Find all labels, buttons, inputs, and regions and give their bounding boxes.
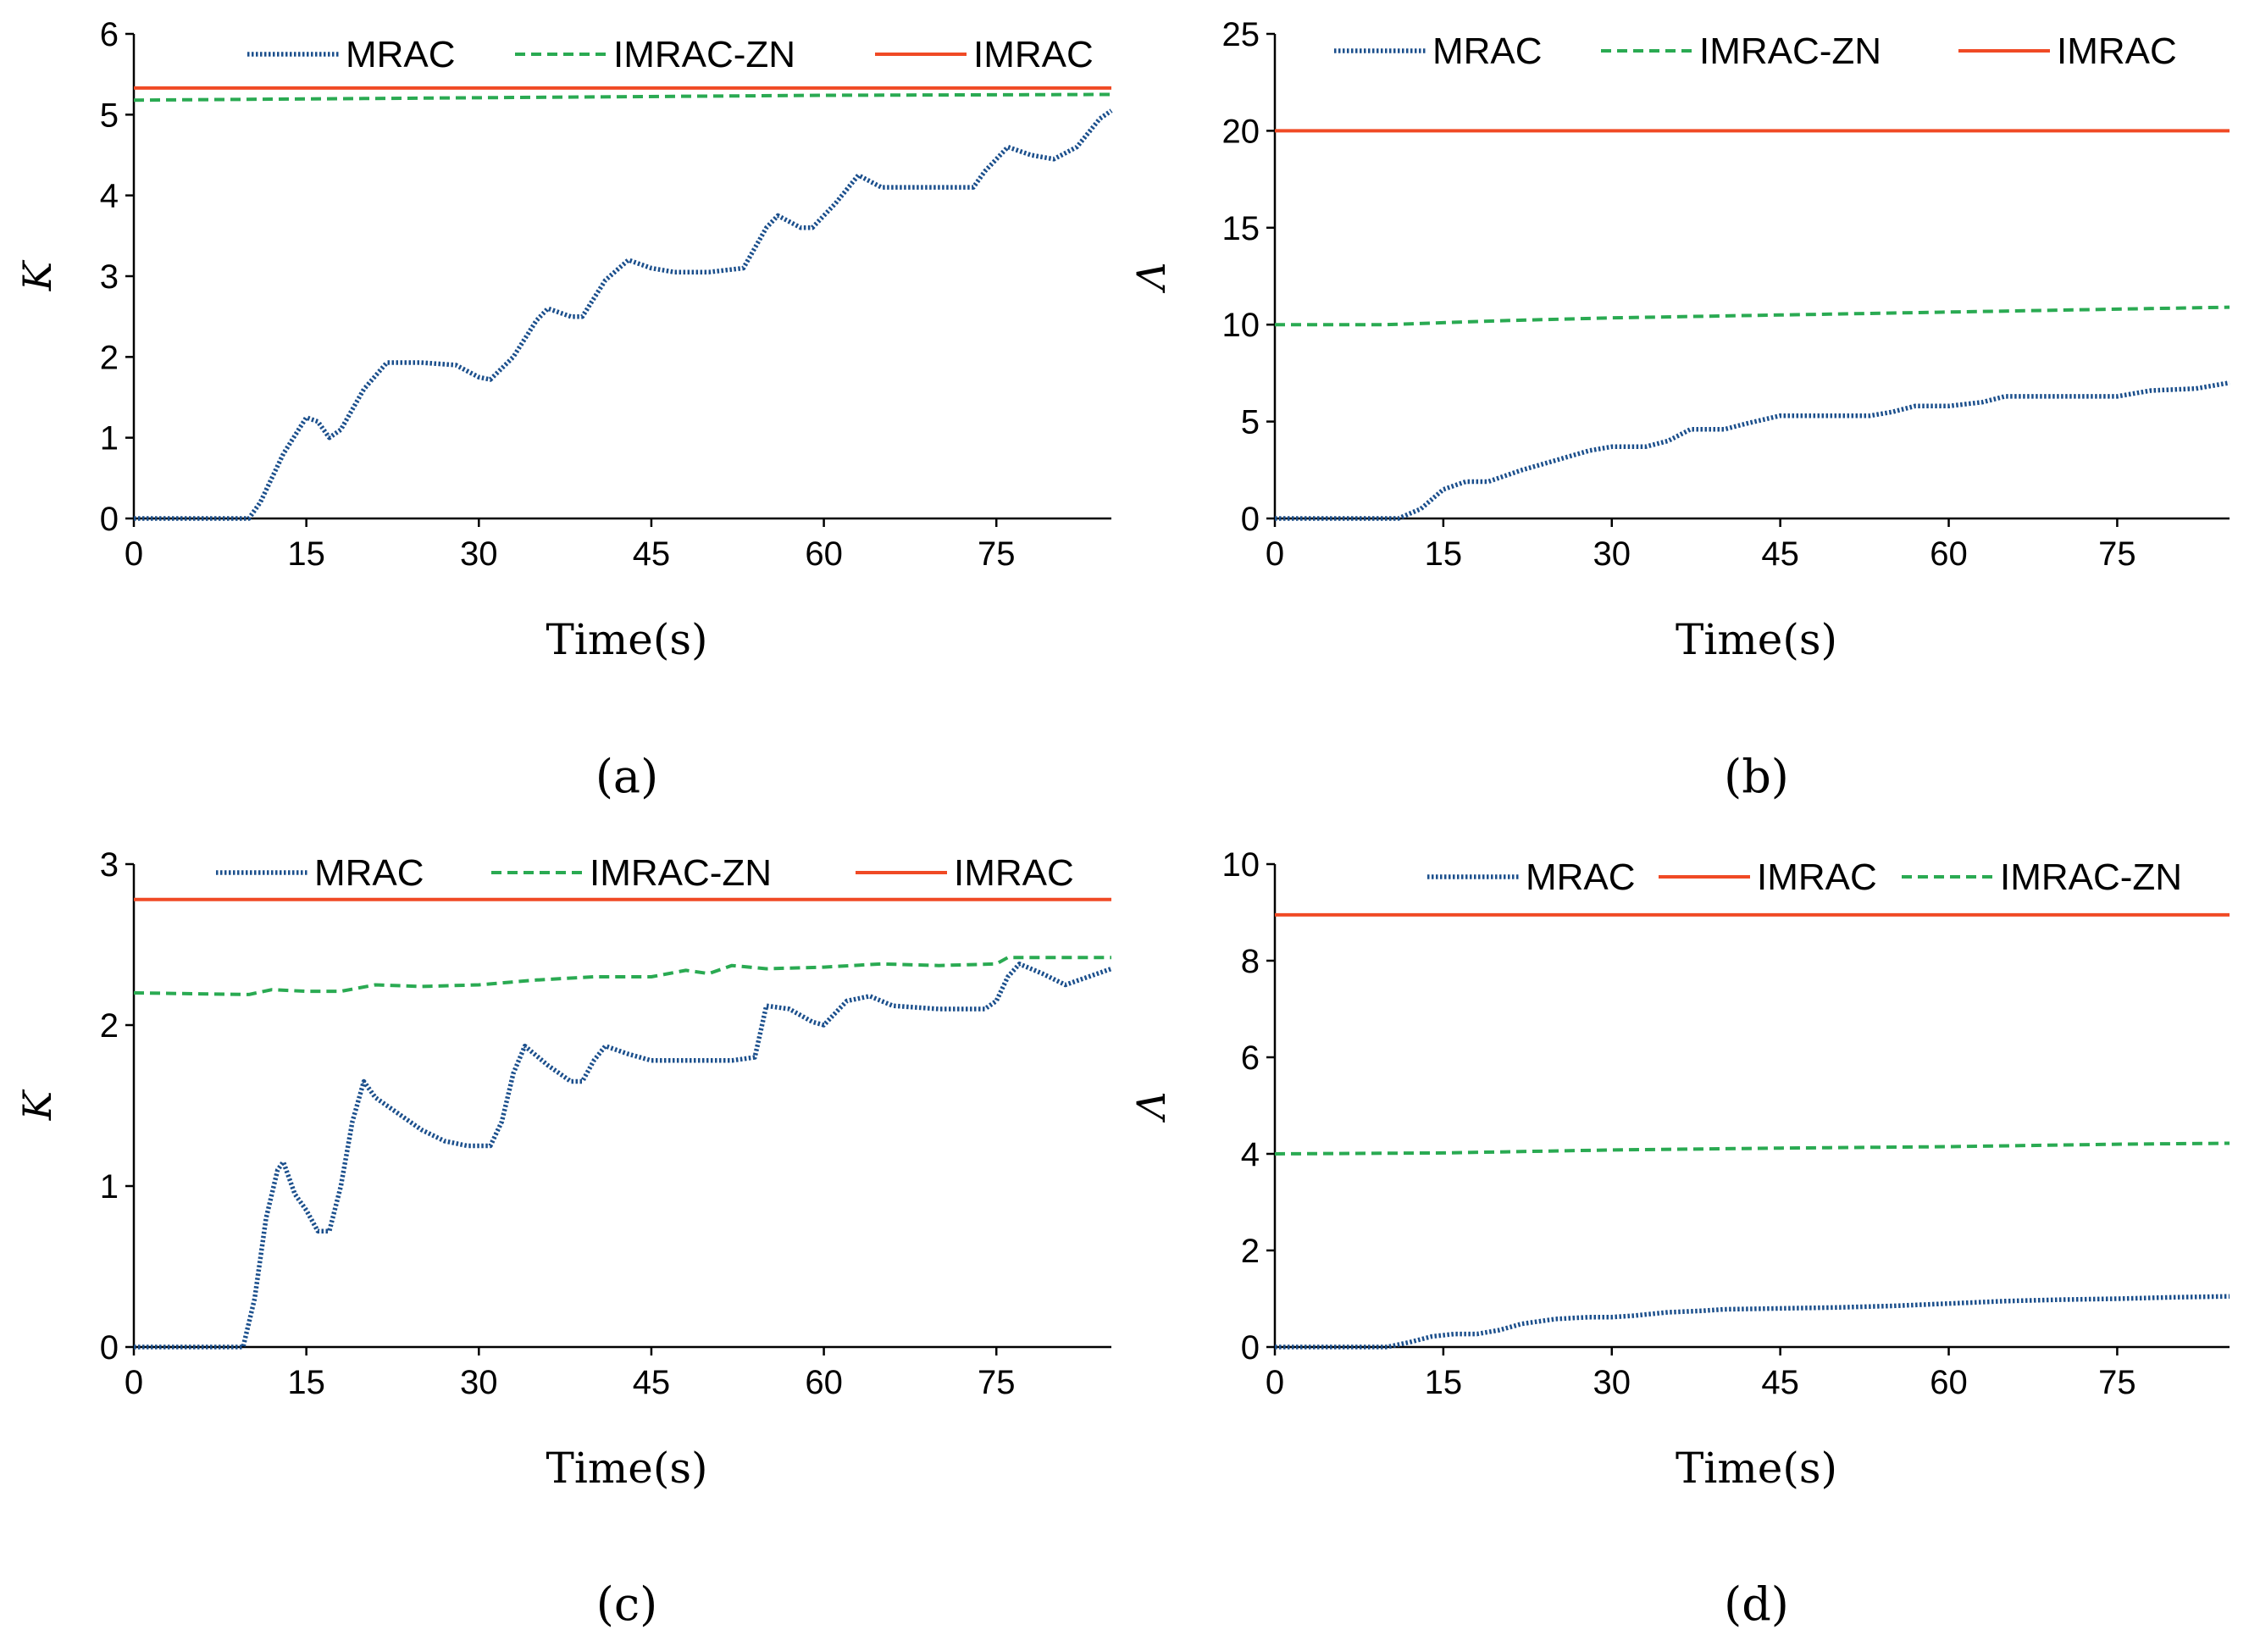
x-tick-label: 0	[1266, 535, 1284, 573]
x-tick-label: 30	[1593, 1364, 1631, 1401]
legend: MRAC IMRAC-ZN IMRAC	[247, 34, 1094, 75]
x-tick-label: 75	[978, 535, 1016, 573]
y-tick-label: 0	[1241, 1329, 1260, 1367]
y-tick-label: 0	[1241, 501, 1260, 538]
legend-label: MRAC	[314, 852, 424, 894]
y-tick-label: 3	[100, 258, 119, 296]
y-axis-label: K	[14, 259, 60, 291]
series-line-imrac-zn	[1275, 305, 2230, 327]
y-tick-label: 10	[1222, 307, 1260, 344]
y-tick-label: 2	[100, 1007, 119, 1045]
y-tick-label: 4	[100, 178, 119, 215]
x-tick-label: 60	[805, 1364, 843, 1401]
legend-label: IMRAC-ZN	[590, 852, 772, 894]
y-tick-label: 3	[100, 846, 119, 884]
legend: MRAC IMRAC-ZN IMRAC	[1334, 30, 2177, 72]
x-axis-label: Time(s)	[546, 1444, 707, 1493]
y-tick-label: 2	[1241, 1233, 1260, 1270]
x-tick-label: 15	[1425, 1364, 1463, 1401]
x-axis-label: Time(s)	[1676, 615, 1837, 664]
legend: MRAC IMRAC-ZN IMRAC	[216, 852, 1074, 894]
legend-label: IMRAC	[1757, 856, 1877, 898]
panel-label: (a)	[595, 750, 658, 803]
legend-label: MRAC	[346, 34, 456, 75]
legend-label: IMRAC-ZN	[1699, 30, 1881, 72]
y-tick-label: 0	[100, 501, 119, 538]
x-tick-label: 60	[1930, 1364, 1968, 1401]
y-tick-label: 20	[1222, 113, 1260, 150]
x-tick-label: 75	[2098, 1364, 2136, 1401]
x-tick-label: 15	[1425, 535, 1463, 573]
y-tick-label: 1	[100, 1168, 119, 1206]
x-axis-label: Time(s)	[1676, 1444, 1837, 1493]
series-line-mrac	[1275, 1294, 2230, 1350]
legend-label: MRAC	[1432, 30, 1543, 72]
y-tick-label: 4	[1241, 1136, 1260, 1173]
x-tick-label: 0	[125, 1364, 143, 1401]
x-tick-label: 15	[287, 535, 325, 573]
panel-label: (d)	[1724, 1577, 1789, 1631]
x-tick-label: 45	[633, 535, 671, 573]
x-tick-label: 30	[460, 535, 498, 573]
y-tick-label: 6	[100, 16, 119, 53]
legend-label: IMRAC	[2057, 30, 2177, 72]
y-tick-label: 1	[100, 420, 119, 457]
x-tick-label: 75	[978, 1364, 1016, 1401]
x-tick-label: 0	[1266, 1364, 1284, 1401]
x-tick-label: 75	[2098, 535, 2136, 573]
y-axis-label: Λ	[1128, 262, 1174, 293]
x-tick-label: 60	[805, 535, 843, 573]
chart-panel-3: 0 15 30 45 60 75 0 1 2 3 Time(s) K MRAC IMRAC-ZN IMRAC…	[14, 846, 1112, 1631]
legend-label: IMRAC-ZN	[613, 34, 795, 75]
x-tick-label: 15	[287, 1364, 325, 1401]
x-tick-label: 45	[633, 1364, 671, 1401]
legend-label: IMRAC-ZN	[2000, 856, 2182, 898]
panel-label: (b)	[1724, 750, 1789, 803]
series-line-mrac	[134, 108, 1113, 521]
y-tick-label: 15	[1222, 210, 1260, 247]
x-tick-label: 30	[460, 1364, 498, 1401]
y-tick-label: 6	[1241, 1039, 1260, 1077]
series-line-mrac	[134, 962, 1112, 1350]
legend-label: IMRAC	[973, 34, 1094, 75]
y-tick-label: 5	[100, 97, 119, 134]
x-axis-label: Time(s)	[546, 615, 707, 664]
y-axis-label: Λ	[1128, 1091, 1174, 1123]
x-tick-label: 45	[1761, 535, 1799, 573]
legend-label: IMRAC	[954, 852, 1074, 894]
y-tick-label: 10	[1222, 846, 1260, 884]
y-tick-label: 2	[100, 339, 119, 376]
series-line-imrac-zn	[133, 92, 1112, 103]
chart-panel-4: 0 15 30 45 60 75 0 2 4 6 8 10 Time(s) Λ MRAC IMRAC IMRAC…	[1128, 846, 2230, 1631]
y-tick-label: 5	[1241, 404, 1260, 441]
x-tick-label: 60	[1930, 535, 1968, 573]
x-tick-label: 30	[1593, 535, 1631, 573]
panel-label: (c)	[596, 1577, 657, 1631]
series-line-imrac-zn	[133, 956, 1111, 996]
legend: MRAC IMRAC IMRAC-ZN	[1427, 856, 2182, 898]
y-tick-label: 25	[1222, 16, 1260, 53]
series-line-mrac	[1275, 380, 2230, 521]
y-axis-label: K	[14, 1089, 60, 1121]
y-tick-label: 0	[100, 1329, 119, 1367]
x-tick-label: 0	[125, 535, 143, 573]
chart-panel-2: 0 15 30 45 60 75 0 5 10 15 20 25 Time(s) Λ MRAC IMRAC-Z…	[1128, 16, 2230, 803]
legend-label: MRAC	[1526, 856, 1636, 898]
y-tick-label: 8	[1241, 943, 1260, 980]
series-line-imrac-zn	[1274, 1141, 2230, 1156]
x-tick-label: 45	[1761, 1364, 1799, 1401]
